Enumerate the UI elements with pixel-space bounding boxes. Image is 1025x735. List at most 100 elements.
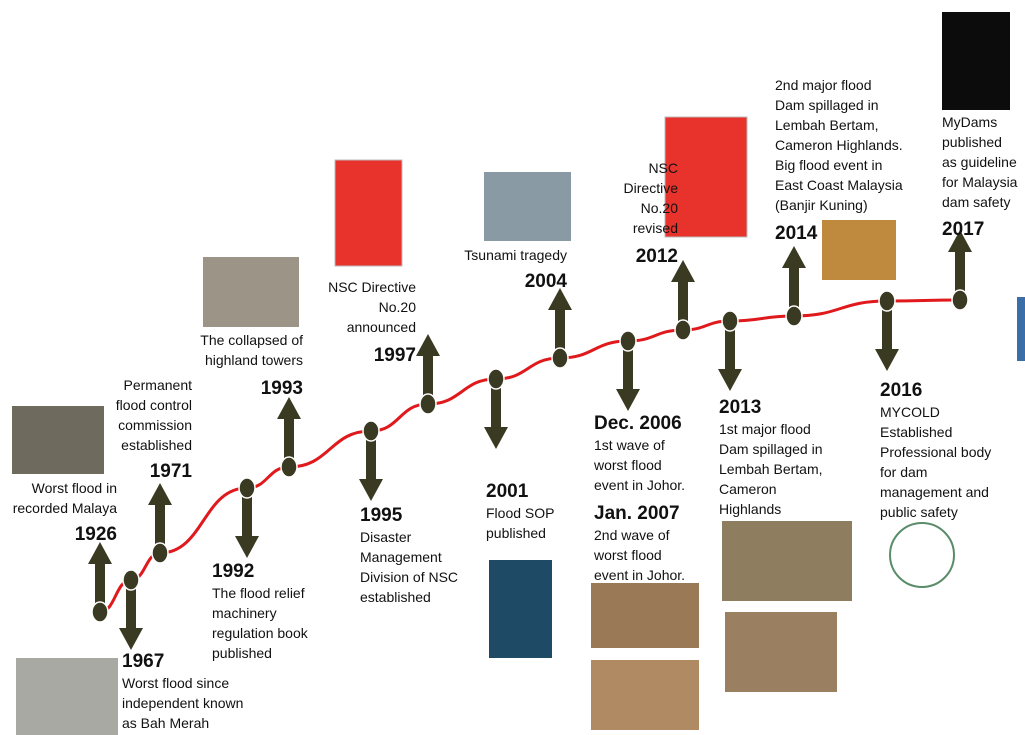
event-text: Directive [624, 180, 679, 196]
event-text: MyDams [942, 114, 997, 130]
event-text: published [942, 134, 1002, 150]
timeline: 1926 Worst flood in recorded Malaya 1967 Wor… [0, 0, 1025, 735]
event-text: 2nd major flood [775, 77, 872, 93]
event-text: 1st major flood [719, 421, 811, 437]
event-year: 1993 [261, 378, 303, 399]
node [420, 394, 436, 414]
event-text: 1st wave of [594, 437, 665, 453]
event-year: 2004 [525, 271, 568, 292]
event-text: Cameron [719, 481, 777, 497]
event-year: 2016 [880, 380, 922, 401]
event-text: published [486, 525, 546, 541]
event-text: dam safety [942, 194, 1010, 210]
event-text: 2nd wave of [594, 527, 670, 543]
event-text: for Malaysia [942, 174, 1018, 190]
photo [203, 257, 299, 327]
photo [822, 220, 896, 280]
event-text: commission [118, 417, 192, 433]
event-text: Highlands [719, 501, 781, 517]
event-year: 2012 [636, 246, 678, 267]
event-text: as Bah Merah [122, 715, 209, 731]
event-text: NSC [648, 160, 678, 176]
event-year: 1997 [374, 345, 416, 366]
photo [591, 660, 699, 730]
photo [16, 658, 118, 735]
event-year: 2014 [775, 223, 818, 244]
event-text: published [212, 645, 272, 661]
document-cover [335, 160, 402, 266]
node [786, 306, 802, 326]
event-year: 1967 [122, 651, 164, 672]
node [675, 320, 691, 340]
event-text: machinery [212, 605, 277, 621]
event-year: 2013 [719, 397, 761, 418]
photo [12, 406, 104, 474]
event-text: independent known [122, 695, 243, 711]
event-text: Worst flood in [32, 480, 117, 496]
event-text: highland towers [205, 352, 303, 368]
event-text: MYCOLD [880, 404, 940, 420]
logo [890, 523, 954, 587]
event-text: worst flood [593, 547, 662, 563]
photo [591, 583, 699, 648]
node [281, 457, 297, 477]
document-cover [942, 12, 1010, 110]
node [239, 478, 255, 498]
node [488, 369, 504, 389]
node [620, 331, 636, 351]
event-text: Lembah Bertam, [719, 461, 823, 477]
document-cover [489, 560, 552, 658]
node [123, 570, 139, 590]
event-year: 1971 [150, 461, 193, 482]
event-text: East Coast Malaysia [775, 177, 903, 193]
event-text: Division of NSC [360, 569, 458, 585]
event-text: as guideline [942, 154, 1017, 170]
node [722, 311, 738, 331]
event-text: management and [880, 484, 989, 500]
event-year: 2017 [942, 219, 984, 240]
event-text: flood control [116, 397, 192, 413]
node [92, 602, 108, 622]
event-text: Big flood event in [775, 157, 882, 173]
event-text: Management [360, 549, 442, 565]
event-text: Established [880, 424, 952, 440]
event-text: Worst flood since [122, 675, 229, 691]
event-text: established [360, 589, 431, 605]
event-text: Lembah Bertam, [775, 117, 879, 133]
event-text: Permanent [124, 377, 193, 393]
event-text: Flood SOP [486, 505, 554, 521]
event-year: Jan. 2007 [594, 503, 680, 524]
node [952, 290, 968, 310]
event-text: established [121, 437, 192, 453]
event-text: The flood relief [212, 585, 305, 601]
event-text: Cameron Highlands. [775, 137, 903, 153]
event-text: event in Johor. [594, 567, 685, 583]
event-text: NSC Directive [328, 279, 416, 295]
photo [484, 172, 571, 241]
event-text: (Banjir Kuning) [775, 197, 868, 213]
node [552, 348, 568, 368]
event-text: Professional body [880, 444, 991, 460]
event-text: recorded Malaya [13, 500, 117, 516]
event-year: Dec. 2006 [594, 413, 682, 434]
event-text: Tsunami tragedy [464, 247, 567, 263]
event-text: The collapsed of [200, 332, 303, 348]
event-year: 2001 [486, 481, 529, 502]
event-year: 1926 [75, 524, 117, 545]
node [363, 421, 379, 441]
event-text: Dam spillaged in [775, 97, 879, 113]
event-text: for dam [880, 464, 927, 480]
node [879, 291, 895, 311]
event-text: No.20 [379, 299, 417, 315]
event-text: Dam spillaged in [719, 441, 823, 457]
event-text: revised [633, 220, 678, 236]
event-text: announced [347, 319, 416, 335]
event-year: 1995 [360, 505, 403, 526]
event-text: regulation book [212, 625, 309, 641]
event-text: No.20 [641, 200, 679, 216]
event-year: 1992 [212, 561, 254, 582]
side-tab [1017, 297, 1025, 361]
event-text: public safety [880, 504, 958, 520]
node [152, 543, 168, 563]
event-text: Disaster [360, 529, 412, 545]
